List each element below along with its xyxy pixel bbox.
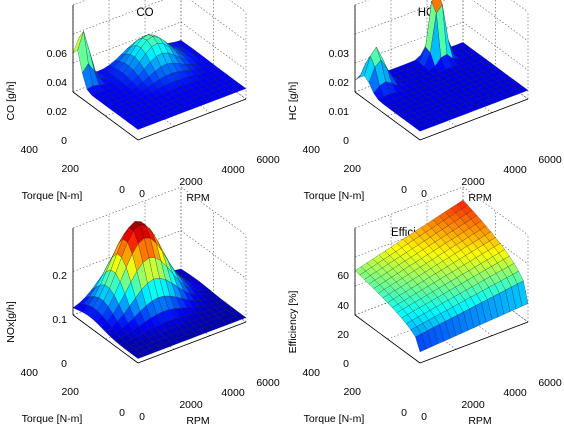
- grid-line: [354, 0, 529, 42]
- y-axis-line: [354, 91, 421, 141]
- x-axis-line: [419, 98, 529, 141]
- y-tick-label: 0: [401, 407, 407, 419]
- y-tick-label: 0: [119, 407, 125, 419]
- surface-mesh: [72, 0, 247, 141]
- x-tick-label: 4000: [221, 387, 245, 399]
- x-tick-label: 2000: [179, 399, 203, 411]
- x-tick-label: 6000: [538, 377, 562, 389]
- surface-mesh: [72, 186, 247, 364]
- z-tick-label: 0: [61, 135, 67, 147]
- x-axis-line: [137, 98, 247, 141]
- y-axis-line: [72, 91, 139, 141]
- y-tick-label: 0: [401, 184, 407, 196]
- z-tick-label: 0.02: [329, 77, 350, 89]
- z-tick-label: 0.06: [47, 48, 68, 60]
- y-axis-label: Torque [N-m]: [304, 190, 365, 202]
- surface-mesh: [354, 186, 529, 364]
- z-tick-label: 60: [337, 270, 349, 282]
- y-axis-label: Torque [N-m]: [22, 413, 83, 425]
- z-tick-label: 0.2: [52, 270, 67, 282]
- x-tick-label: 4000: [503, 164, 527, 176]
- y-axis-label: Torque [N-m]: [22, 190, 83, 202]
- surface-cell: [133, 352, 145, 359]
- x-tick-label: 4000: [503, 387, 527, 399]
- grid-line: [72, 0, 247, 13]
- z-axis-label: Efficiency [%]: [287, 291, 299, 354]
- z-tick-label: 0: [61, 358, 67, 370]
- x-tick-label: 6000: [256, 377, 280, 389]
- chart-title: CO: [136, 7, 153, 19]
- y-tick-label: 400: [302, 144, 320, 156]
- x-tick-label: 4000: [221, 164, 245, 176]
- x-tick-label: 6000: [256, 154, 280, 166]
- y-tick-label: 400: [20, 144, 38, 156]
- z-tick-label: 0.02: [47, 106, 68, 118]
- z-tick-label: 0.1: [52, 314, 67, 326]
- x-tick-label: 2000: [461, 176, 485, 188]
- chart-panel-co: CO 0 0.02 0.04 0.06 400 200 0 0 2000 400…: [5, 0, 280, 204]
- y-tick-label: 200: [343, 163, 361, 175]
- x-tick-label: 6000: [538, 154, 562, 166]
- y-axis-line: [72, 314, 139, 364]
- z-tick-label: 0: [343, 135, 349, 147]
- z-tick-label: 20: [337, 329, 349, 341]
- chart-panel-efficiency: Efficiency (%) 0 20 40 60 400 200 0 0 20…: [287, 186, 562, 427]
- z-tick-label: 0.03: [329, 48, 350, 60]
- chart-panel-nox: NOx 0 0.1 0.2 400 200 0 0 2000 4000 6000…: [5, 186, 280, 427]
- surface-cell: [415, 333, 427, 353]
- y-tick-label: 400: [302, 367, 320, 379]
- x-tick-label: 0: [139, 188, 145, 200]
- y-axis-label: Torque [N-m]: [304, 413, 365, 425]
- chart-panel-hc: HC 0 0.01 0.02 0.03 400 200 0 0 2000 400…: [287, 0, 562, 204]
- x-axis-line: [419, 321, 529, 364]
- z-tick-label: 40: [337, 300, 349, 312]
- y-tick-label: 200: [61, 163, 79, 175]
- surface-cell: [415, 125, 427, 132]
- x-tick-label: 2000: [461, 399, 485, 411]
- grid-line: [354, 186, 529, 236]
- y-tick-label: 400: [20, 367, 38, 379]
- y-axis-line: [354, 314, 421, 364]
- surface-cell: [133, 123, 145, 130]
- x-tick-label: 0: [421, 188, 427, 200]
- y-tick-label: 0: [119, 184, 125, 196]
- x-axis-label: RPM: [186, 415, 209, 427]
- x-axis-label: RPM: [468, 415, 491, 427]
- y-tick-label: 200: [343, 386, 361, 398]
- x-tick-label: 0: [139, 411, 145, 423]
- grid-line: [72, 186, 247, 236]
- x-axis-line: [137, 321, 247, 364]
- z-axis-label: NOx[g/h]: [5, 301, 17, 343]
- x-tick-label: 2000: [179, 176, 203, 188]
- x-axis-label: RPM: [468, 192, 491, 204]
- grid-line: [72, 0, 247, 42]
- x-tick-label: 0: [421, 411, 427, 423]
- z-tick-label: 0.04: [47, 77, 68, 89]
- surface-mesh: [354, 0, 529, 141]
- z-axis-label: CO [g/h]: [5, 81, 17, 120]
- z-tick-label: 0: [343, 358, 349, 370]
- x-axis-label: RPM: [186, 192, 209, 204]
- z-axis-label: HC [g/h]: [287, 82, 299, 121]
- y-tick-label: 200: [61, 386, 79, 398]
- z-tick-label: 0.01: [329, 106, 350, 118]
